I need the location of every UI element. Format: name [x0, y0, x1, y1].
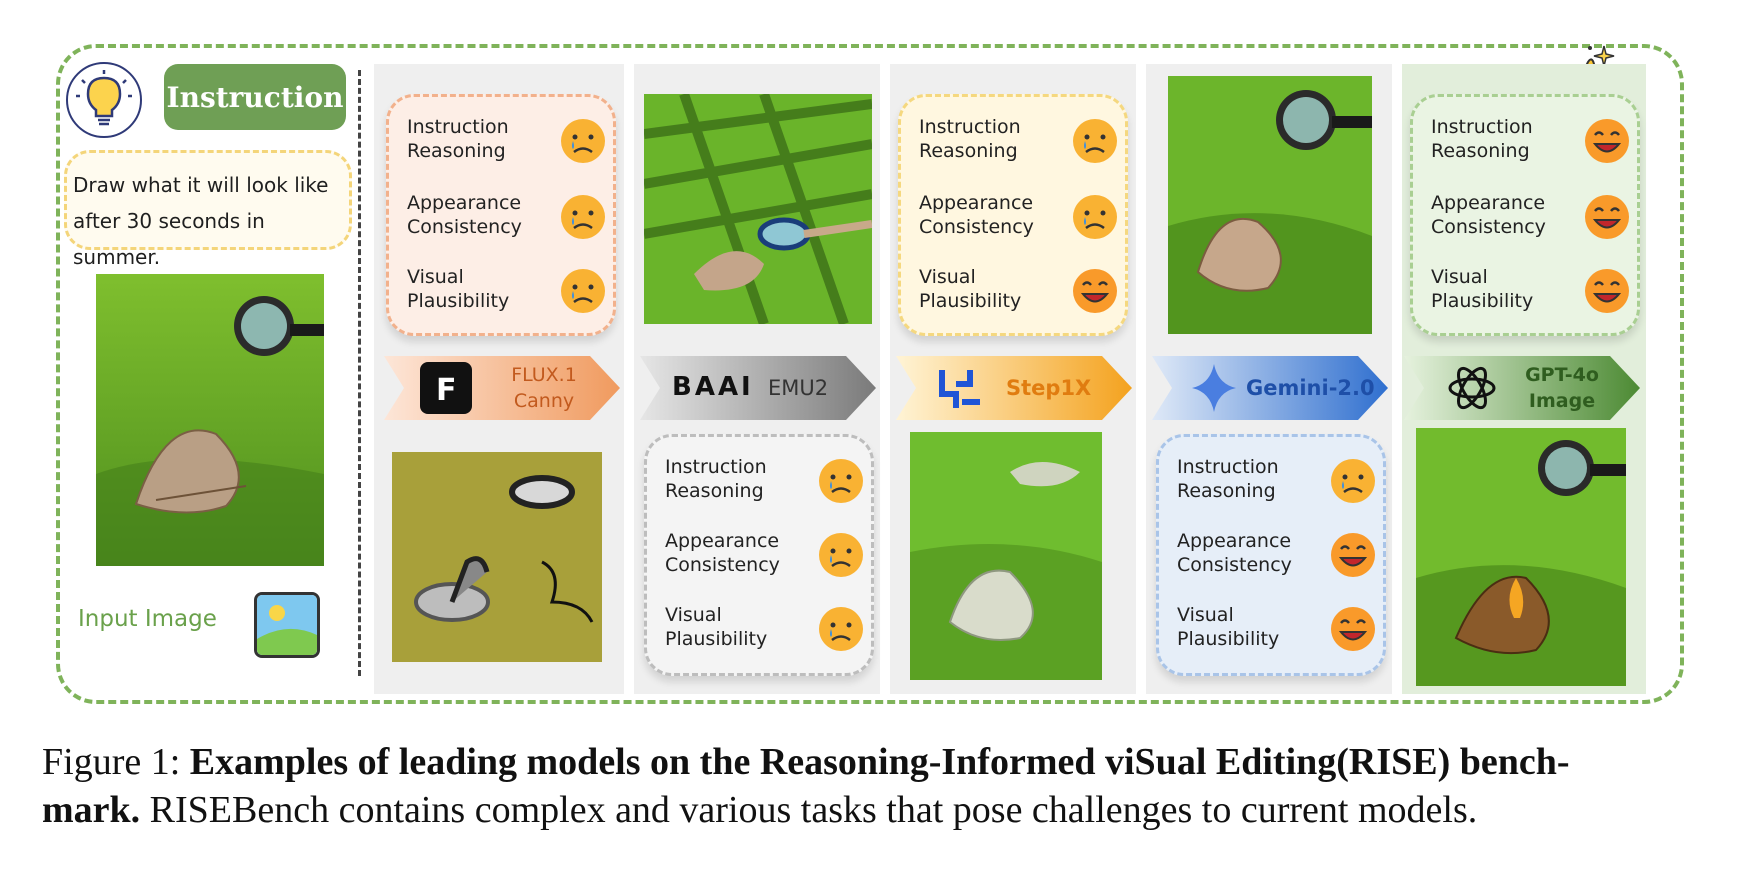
- gpt4o-name-line2: Image: [1528, 390, 1596, 412]
- flux-name-line2: Canny: [513, 390, 575, 412]
- flux-output-image: [392, 452, 602, 662]
- instruction-text-line1: Draw what it will look like: [73, 173, 329, 197]
- lightbulb-icon: [66, 62, 142, 138]
- metric-row-appearance-consistency: Appearance Consistency: [407, 187, 607, 247]
- caption-label: Figure 1:: [42, 741, 181, 783]
- sad-face-icon: [819, 533, 863, 577]
- rating-card-gpt4o: Instruction Reasoning Appearance Consisten…: [1410, 94, 1640, 336]
- sad-face-icon: [561, 119, 605, 163]
- instruction-text-box: Draw what it will look like after 30 sec…: [64, 150, 352, 269]
- happy-face-icon: [1073, 269, 1117, 313]
- caption-bold-2: mark.: [42, 789, 141, 831]
- input-image-label: Input Image: [78, 606, 217, 632]
- rating-card-emu2: Instruction Reasoning Appearance Consisten…: [644, 434, 874, 676]
- rating-card-flux: Instruction Reasoning Appearance Consisten…: [386, 94, 616, 336]
- metric-row-visual-plausibility: Visual Plausibility: [665, 599, 865, 659]
- metric-row-visual-plausibility: Visual Plausibility: [407, 261, 607, 321]
- svg-text:F: F: [436, 373, 457, 408]
- happy-face-icon: [1585, 119, 1629, 163]
- gemini-output-image: [1168, 76, 1372, 334]
- gemini-name: Gemini-2.0: [1246, 376, 1375, 400]
- happy-face-icon: [1331, 533, 1375, 577]
- model-label-emu2: BAAI EMU2: [640, 356, 876, 420]
- figure-caption: Figure 1: Examples of leading models on …: [42, 738, 1722, 834]
- metric-row-visual-plausibility: Visual Plausibility: [1431, 261, 1631, 321]
- happy-face-icon: [1585, 269, 1629, 313]
- sad-face-icon: [819, 459, 863, 503]
- divider: [358, 70, 361, 676]
- metric-row-instruction-reasoning: Instruction Reasoning: [407, 111, 607, 171]
- model-label-gpt4o: GPT-4o Image: [1404, 356, 1640, 420]
- step1x-output-image: [910, 432, 1102, 680]
- model-label-gemini: Gemini-2.0: [1152, 356, 1388, 420]
- metric-row-appearance-consistency: Appearance Consistency: [919, 187, 1119, 247]
- happy-face-icon: [1585, 195, 1629, 239]
- model-label-step1x: Step1X: [896, 356, 1132, 420]
- rating-card-gemini: Instruction Reasoning Appearance Consisten…: [1156, 434, 1386, 676]
- caption-bold: Examples of leading models on the Reason…: [189, 741, 1570, 783]
- sad-face-icon: [561, 269, 605, 313]
- figure-frame: [56, 44, 1684, 704]
- instruction-text-line2: after 30 seconds in summer.: [73, 209, 265, 269]
- flux-name-line1: FLUX.1: [511, 364, 577, 386]
- input-image: [96, 274, 324, 566]
- sad-face-icon: [561, 195, 605, 239]
- model-label-flux: F FLUX.1 Canny: [384, 356, 620, 420]
- sad-face-icon: [1073, 195, 1117, 239]
- metric-row-visual-plausibility: Visual Plausibility: [1177, 599, 1377, 659]
- caption-rest: RISEBench contains complex and various t…: [149, 789, 1478, 831]
- gpt4o-name-line1: GPT-4o: [1525, 364, 1599, 386]
- sad-face-icon: [1073, 119, 1117, 163]
- happy-face-icon: [1331, 607, 1375, 651]
- metric-row-instruction-reasoning: Instruction Reasoning: [1431, 111, 1631, 171]
- metric-row-visual-plausibility: Visual Plausibility: [919, 261, 1119, 321]
- metric-row-instruction-reasoning: Instruction Reasoning: [665, 451, 865, 511]
- image-icon: [254, 592, 320, 658]
- emu2-output-image: [644, 94, 872, 324]
- instruction-badge: Instruction: [164, 64, 346, 130]
- metric-row-appearance-consistency: Appearance Consistency: [665, 525, 865, 585]
- sad-face-icon: [1331, 459, 1375, 503]
- rating-card-step1x: Instruction Reasoning Appearance Consisten…: [898, 94, 1128, 336]
- step1x-name: Step1X: [1006, 376, 1092, 400]
- baai-logo-text: BAAI: [672, 372, 754, 402]
- sad-face-icon: [819, 607, 863, 651]
- metric-row-instruction-reasoning: Instruction Reasoning: [1177, 451, 1377, 511]
- metric-row-instruction-reasoning: Instruction Reasoning: [919, 111, 1119, 171]
- metric-row-appearance-consistency: Appearance Consistency: [1431, 187, 1631, 247]
- metric-row-appearance-consistency: Appearance Consistency: [1177, 525, 1377, 585]
- emu2-name: EMU2: [768, 376, 829, 400]
- gpt4o-output-image: [1416, 428, 1626, 686]
